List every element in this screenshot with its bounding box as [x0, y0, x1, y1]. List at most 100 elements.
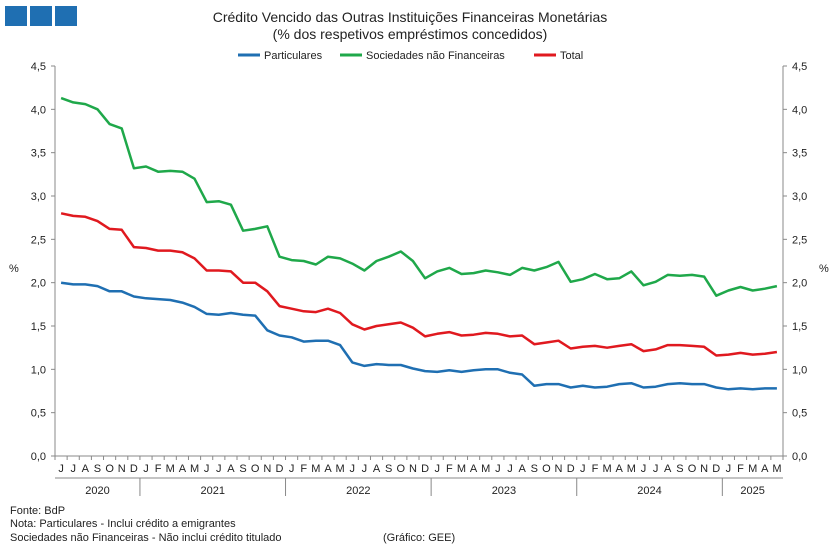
x-month-label: A [82, 463, 90, 475]
x-month-label: A [761, 463, 769, 475]
footer-credit: (Gráfico: GEE) [383, 532, 455, 544]
y-tick-label-right: 2,5 [792, 234, 807, 246]
x-month-label: M [748, 463, 757, 475]
y-tick-label-left: 3,5 [31, 148, 46, 160]
x-month-label: S [239, 463, 246, 475]
x-month-label: J [216, 463, 222, 475]
x-year-label: 2022 [346, 485, 370, 497]
x-year-label: 2023 [492, 485, 516, 497]
x-month-label: J [653, 463, 659, 475]
x-month-label: J [580, 463, 586, 475]
x-month-label: O [542, 463, 551, 475]
y-tick-label-left: 0,5 [31, 408, 46, 420]
series-line-total [60, 212, 778, 357]
x-month-label: D [567, 463, 575, 475]
footer-note-2: Sociedades não Financeiras - Não inclui … [10, 532, 282, 544]
y-tick-label-right: 2,0 [792, 278, 807, 290]
y-tick-label-right: 4,5 [792, 61, 807, 73]
x-month-label: A [373, 463, 381, 475]
y-tick-label-right: 1,0 [792, 364, 807, 376]
y-axis-label-left: % [9, 263, 19, 275]
x-month-label: O [688, 463, 697, 475]
x-month-label: F [155, 463, 162, 475]
y-tick-label-right: 4,0 [792, 104, 807, 116]
x-month-label: J [495, 463, 501, 475]
legend-label: Particulares [264, 50, 323, 62]
x-month-label: D [712, 463, 720, 475]
y-tick-label-left: 2,5 [31, 234, 46, 246]
x-year-label: 2025 [740, 485, 764, 497]
y-axis-label-right: % [819, 263, 829, 275]
x-month-label: M [311, 463, 320, 475]
y-tick-label-left: 2,0 [31, 278, 46, 290]
x-month-label: M [457, 463, 466, 475]
y-tick-label-left: 1,5 [31, 321, 46, 333]
x-month-label: S [94, 463, 101, 475]
series-line-particulares [60, 281, 777, 391]
x-month-label: S [531, 463, 538, 475]
x-month-label: F [737, 463, 744, 475]
y-tick-label-right: 0,5 [792, 408, 807, 420]
x-year-label: 2020 [85, 485, 109, 497]
series-lines [60, 96, 778, 391]
x-month-label: J [641, 463, 647, 475]
x-month-label: O [397, 463, 406, 475]
y-tick-label-right: 3,0 [792, 191, 807, 203]
x-month-label: J [143, 463, 149, 475]
footer-note-1: Nota: Particulares - Inclui crédito a em… [10, 518, 236, 530]
footer-source: Fonte: BdP [10, 505, 65, 517]
x-year-label: 2021 [200, 485, 224, 497]
y-tick-label-right: 3,5 [792, 148, 807, 160]
x-year-label: 2024 [637, 485, 661, 497]
x-month-label: N [118, 463, 126, 475]
y-tick-label-left: 4,5 [31, 61, 46, 73]
y-tick-label-right: 1,5 [792, 321, 807, 333]
x-month-label: J [58, 463, 64, 475]
chart-legend: Particulares Sociedades não Financeiras To… [238, 50, 583, 62]
x-month-label: F [592, 463, 599, 475]
logo-square-2 [30, 6, 52, 26]
x-month-label: N [263, 463, 271, 475]
x-month-label: J [204, 463, 210, 475]
series-line-sociedades-n-o-financeiras [60, 96, 778, 297]
x-month-label: A [179, 463, 187, 475]
x-month-label: J [362, 463, 368, 475]
x-month-label: M [336, 463, 345, 475]
x-month-label: N [700, 463, 708, 475]
legend-label: Sociedades não Financeiras [366, 50, 505, 62]
x-month-label: A [324, 463, 332, 475]
legend-label: Total [560, 50, 583, 62]
x-month-label: O [251, 463, 260, 475]
x-month-label: S [385, 463, 392, 475]
x-month-label: J [289, 463, 295, 475]
chart-subtitle: (% dos respetivos empréstimos concedidos… [273, 26, 548, 42]
y-tick-label-left: 0,0 [31, 451, 46, 463]
x-month-label: J [434, 463, 440, 475]
x-month-label: D [275, 463, 283, 475]
x-month-label: A [664, 463, 672, 475]
y-tick-label-left: 4,0 [31, 104, 46, 116]
x-month-label: J [726, 463, 732, 475]
x-month-label: D [130, 463, 138, 475]
chart-title: Crédito Vencido das Outras Instituições … [213, 9, 608, 25]
x-month-label: N [409, 463, 417, 475]
x-month-label: N [555, 463, 563, 475]
x-month-label: M [772, 463, 781, 475]
x-month-label: D [421, 463, 429, 475]
logo-square-3 [55, 6, 77, 26]
x-month-label: F [446, 463, 453, 475]
x-month-label: O [105, 463, 114, 475]
x-month-label: J [70, 463, 76, 475]
y-tick-label-left: 3,0 [31, 191, 46, 203]
x-month-label: A [227, 463, 235, 475]
x-month-label: F [300, 463, 307, 475]
x-month-label: A [470, 463, 478, 475]
x-month-label: M [627, 463, 636, 475]
y-tick-label-right: 0,0 [792, 451, 807, 463]
x-month-label: M [166, 463, 175, 475]
x-month-label: A [616, 463, 624, 475]
y-tick-label-left: 1,0 [31, 364, 46, 376]
x-month-label: M [190, 463, 199, 475]
